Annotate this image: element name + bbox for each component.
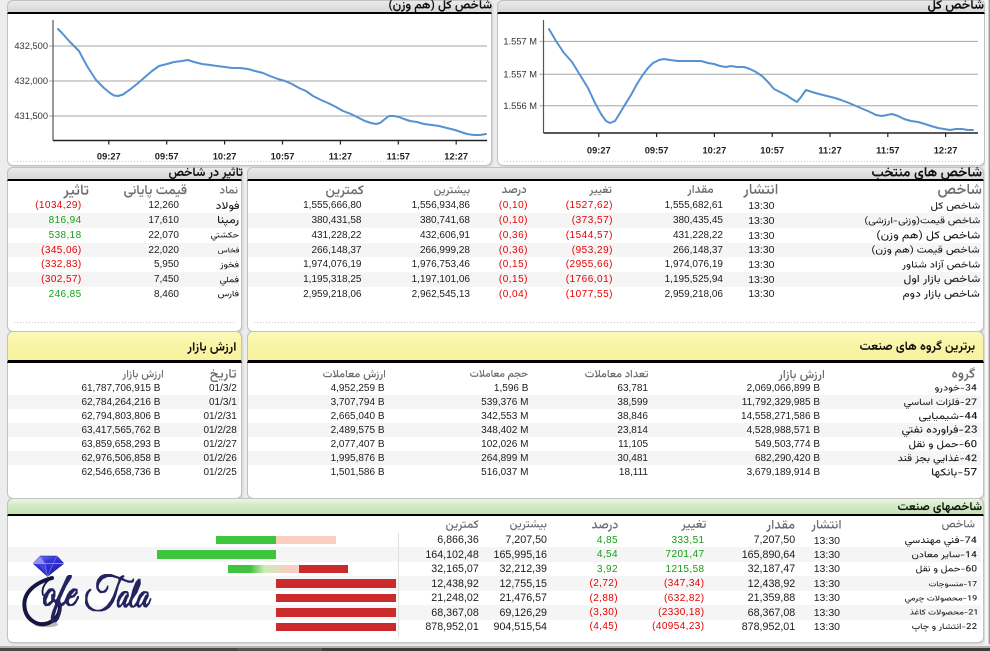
svg-text:10:57: 10:57 xyxy=(760,145,784,155)
svg-text:12:27: 12:27 xyxy=(934,145,958,155)
svg-text:10:57: 10:57 xyxy=(271,151,295,161)
svg-text:11:57: 11:57 xyxy=(387,151,410,161)
svg-text:10:27: 10:27 xyxy=(703,145,727,155)
svg-text:432,500: 432,500 xyxy=(14,41,48,51)
svg-text:09:27: 09:27 xyxy=(587,145,611,155)
svg-text:10:27: 10:27 xyxy=(213,151,237,161)
svg-text:12:27: 12:27 xyxy=(444,151,468,161)
svg-text:11:57: 11:57 xyxy=(876,145,899,155)
svg-text:1.557 M: 1.557 M xyxy=(503,70,537,80)
svg-text:09:57: 09:57 xyxy=(155,151,179,161)
svg-text:11:27: 11:27 xyxy=(818,145,841,155)
svg-text:432,000: 432,000 xyxy=(14,76,48,86)
svg-text:11:27: 11:27 xyxy=(329,151,352,161)
svg-text:431,500: 431,500 xyxy=(14,111,48,121)
svg-text:09:57: 09:57 xyxy=(645,145,669,155)
svg-text:1.556 M: 1.556 M xyxy=(503,101,537,111)
svg-text:09:27: 09:27 xyxy=(97,151,121,161)
svg-text:1.557 M: 1.557 M xyxy=(503,37,537,47)
